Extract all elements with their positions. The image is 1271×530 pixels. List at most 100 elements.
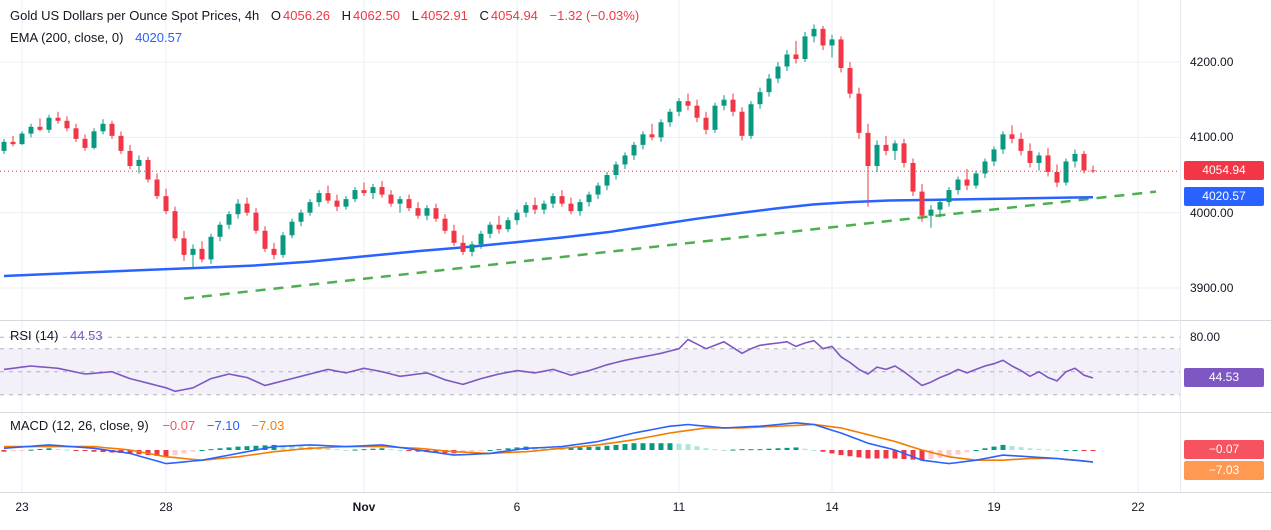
candle-body (397, 199, 403, 204)
macd-histogram-bar (667, 443, 673, 450)
macd-histogram-bar (757, 449, 763, 451)
macd-histogram-bar (676, 443, 682, 450)
candle-body (937, 202, 943, 210)
ohlc-open-value: 4056.26 (283, 8, 331, 23)
candle-body (343, 199, 349, 207)
candle-body (226, 214, 232, 225)
candle-body (289, 221, 295, 236)
candle-body (1081, 153, 1087, 171)
macd-histogram-bar (19, 450, 25, 451)
symbol-title: Gold US Dollars per Ounce Spot Prices, 4… (10, 8, 260, 23)
macd-histogram-bar (388, 449, 394, 451)
macd-histogram-bar (1018, 447, 1024, 450)
macd-histogram-bar (190, 450, 196, 452)
main-price-panel[interactable] (0, 0, 1271, 320)
candle-body (496, 224, 502, 230)
candle-body (1036, 155, 1042, 163)
macd-histogram-bar (1, 450, 7, 452)
macd-histogram-bar (973, 450, 979, 451)
candle-body (928, 209, 934, 216)
time-tick-label: 28 (159, 500, 173, 514)
macd-histogram-bar (1063, 450, 1069, 451)
candle-body (271, 248, 277, 255)
panel-separator[interactable] (0, 320, 1271, 321)
candle-body (613, 164, 619, 176)
candle-body (748, 104, 754, 136)
rsi-panel[interactable]: RSI (14) 44.53 (0, 320, 1271, 412)
macd-histogram-bar (865, 450, 871, 459)
price-tick-label: 3900.00 (1190, 281, 1234, 295)
candle-body (586, 194, 592, 203)
macd-histogram-bar (46, 448, 52, 450)
main-chart-canvas[interactable] (0, 0, 1180, 320)
last-price-badge: 4054.94 (1184, 161, 1264, 181)
macd-histogram-bar (928, 450, 934, 460)
macd-histogram-bar (433, 450, 439, 453)
candle-body (55, 117, 61, 121)
macd-histogram-bar (892, 450, 898, 459)
candle-body (505, 220, 511, 230)
macd-histogram-bar (1072, 450, 1078, 451)
macd-label: MACD (12, 26, close, 9) (10, 418, 149, 433)
ohlc-high-label: H (341, 8, 352, 23)
candle-body (595, 185, 601, 195)
candle-body (19, 133, 25, 145)
macd-histogram-bar (514, 447, 520, 450)
macd-histogram-bar (298, 446, 304, 450)
macd-legend[interactable]: MACD (12, 26, close, 9) −0.07 −7.10 −7.0… (10, 418, 286, 433)
candle-body (469, 244, 475, 252)
macd-histogram-bar (613, 444, 619, 450)
macd-panel[interactable]: MACD (12, 26, close, 9) −0.07 −7.10 −7.0… (0, 412, 1271, 492)
ema-line (3, 195, 1094, 278)
macd-histogram-bar (352, 449, 358, 451)
macd-histogram-bar (838, 450, 844, 456)
panel-separator[interactable] (0, 492, 1271, 493)
macd-histogram-bar (712, 449, 718, 451)
macd-histogram-bar (181, 450, 187, 454)
macd-line-value: −7.10 (206, 418, 240, 433)
ema-legend[interactable]: EMA (200, close, 0) 4020.57 (10, 30, 184, 45)
candle-body (676, 101, 682, 112)
candle-body (1054, 172, 1060, 183)
time-axis[interactable]: 23 28 Nov 6 11 14 19 22 (0, 492, 1271, 530)
candle-body (442, 218, 448, 231)
candle-body (802, 36, 808, 60)
macd-histogram-bar (334, 449, 340, 451)
macd-histogram-bar (271, 444, 277, 450)
rsi-legend[interactable]: RSI (14) 44.53 (10, 328, 105, 343)
macd-histogram-bar (145, 450, 151, 456)
macd-histogram-bar (1054, 450, 1060, 451)
candle-body (136, 159, 142, 166)
candle-body (964, 179, 970, 186)
ohlc-close-label: C (479, 8, 489, 23)
candle-body (649, 134, 655, 138)
macd-histogram-bar (847, 450, 853, 457)
time-tick-label: 23 (15, 500, 29, 514)
candle-body (433, 208, 439, 219)
macd-histogram-bar (208, 449, 214, 451)
panel-separator[interactable] (0, 412, 1271, 413)
macd-histogram-bar (28, 449, 34, 451)
macd-histogram-bar (343, 450, 349, 451)
candle-body (325, 193, 331, 201)
candle-body (793, 54, 799, 60)
macd-histogram-bar (910, 450, 916, 460)
candle-body (217, 224, 223, 237)
macd-histogram-bar (946, 450, 952, 457)
rsi-chart-canvas[interactable] (0, 320, 1180, 412)
candle-body (712, 105, 718, 130)
macd-histogram-bar (199, 450, 205, 451)
symbol-legend[interactable]: Gold US Dollars per Ounce Spot Prices, 4… (10, 8, 641, 23)
candle-body (532, 205, 538, 210)
candle-body (73, 128, 79, 139)
macd-histogram-bar (820, 450, 826, 452)
macd-histogram-bar (64, 449, 70, 451)
macd-histogram-bar (496, 449, 502, 451)
macd-chart-canvas[interactable] (0, 412, 1180, 492)
candle-body (865, 132, 871, 166)
macd-histogram-bar (730, 449, 736, 451)
macd-histogram-bar (739, 449, 745, 451)
macd-histogram-bar (748, 449, 754, 451)
rsi-line (3, 338, 1094, 393)
macd-line (3, 421, 1094, 465)
